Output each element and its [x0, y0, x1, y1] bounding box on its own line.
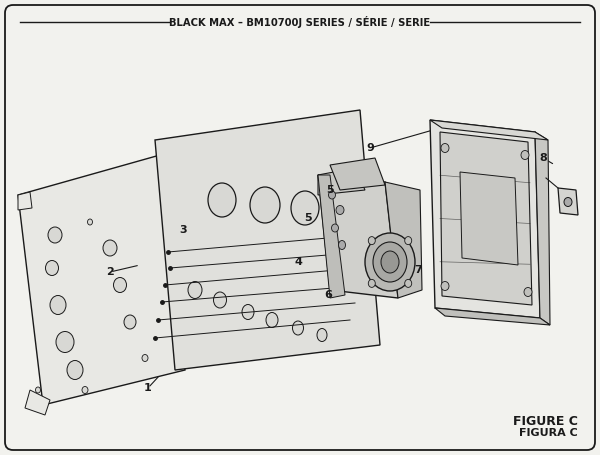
- Ellipse shape: [266, 313, 278, 328]
- Ellipse shape: [250, 187, 280, 223]
- Ellipse shape: [82, 386, 88, 394]
- Ellipse shape: [368, 237, 375, 245]
- Ellipse shape: [50, 295, 66, 314]
- Polygon shape: [440, 132, 532, 305]
- Ellipse shape: [365, 233, 415, 291]
- Ellipse shape: [124, 315, 136, 329]
- Polygon shape: [318, 175, 398, 298]
- Text: 2: 2: [106, 267, 114, 277]
- Ellipse shape: [317, 329, 327, 342]
- Polygon shape: [558, 188, 578, 215]
- Ellipse shape: [329, 196, 351, 224]
- Polygon shape: [318, 175, 345, 298]
- Text: 4: 4: [294, 257, 302, 267]
- Ellipse shape: [214, 292, 227, 308]
- Ellipse shape: [368, 279, 375, 288]
- Text: FIGURA C: FIGURA C: [519, 428, 578, 438]
- Text: 6: 6: [324, 290, 332, 300]
- Ellipse shape: [381, 251, 399, 273]
- Ellipse shape: [373, 242, 407, 282]
- Ellipse shape: [336, 206, 344, 214]
- Polygon shape: [18, 192, 32, 210]
- Ellipse shape: [524, 288, 532, 297]
- Text: 9: 9: [366, 143, 374, 153]
- Ellipse shape: [293, 321, 304, 335]
- Ellipse shape: [142, 354, 148, 362]
- Text: 5: 5: [304, 213, 312, 223]
- Text: 8: 8: [539, 153, 547, 163]
- Text: BLACK MAX – BM10700J SERIES / SÉRIE / SERIE: BLACK MAX – BM10700J SERIES / SÉRIE / SE…: [169, 16, 431, 28]
- Ellipse shape: [338, 241, 346, 249]
- Ellipse shape: [103, 240, 117, 256]
- Polygon shape: [318, 168, 365, 195]
- Ellipse shape: [67, 360, 83, 379]
- Text: 3: 3: [179, 225, 187, 235]
- Ellipse shape: [441, 143, 449, 152]
- Text: 1: 1: [144, 383, 152, 393]
- Ellipse shape: [564, 197, 572, 207]
- Ellipse shape: [56, 332, 74, 353]
- Polygon shape: [435, 308, 550, 325]
- Ellipse shape: [48, 227, 62, 243]
- Polygon shape: [155, 110, 380, 370]
- Polygon shape: [535, 132, 550, 325]
- Polygon shape: [460, 172, 518, 265]
- Ellipse shape: [188, 282, 202, 298]
- Ellipse shape: [329, 191, 335, 199]
- Ellipse shape: [208, 183, 236, 217]
- Ellipse shape: [291, 191, 319, 225]
- Ellipse shape: [441, 282, 449, 290]
- Polygon shape: [430, 120, 548, 140]
- Polygon shape: [385, 182, 422, 298]
- Ellipse shape: [405, 237, 412, 245]
- Ellipse shape: [113, 278, 127, 293]
- Text: FIGURE C: FIGURE C: [513, 415, 578, 428]
- Ellipse shape: [521, 151, 529, 160]
- Polygon shape: [330, 158, 385, 190]
- Ellipse shape: [88, 219, 92, 225]
- Ellipse shape: [35, 387, 41, 393]
- Text: 5: 5: [326, 185, 334, 195]
- Ellipse shape: [242, 304, 254, 319]
- Ellipse shape: [405, 279, 412, 288]
- Polygon shape: [25, 390, 50, 415]
- Polygon shape: [18, 155, 185, 405]
- Text: 7: 7: [414, 265, 422, 275]
- Ellipse shape: [331, 224, 338, 232]
- Polygon shape: [430, 120, 540, 318]
- Ellipse shape: [46, 261, 59, 275]
